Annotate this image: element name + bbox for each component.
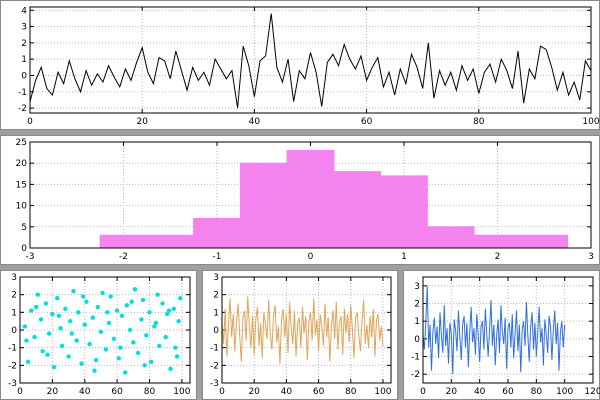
svg-text:2: 2 (21, 39, 27, 49)
svg-text:0: 0 (11, 326, 17, 336)
svg-text:80: 80 (345, 387, 357, 397)
svg-text:-1: -1 (18, 88, 27, 98)
svg-text:1: 1 (213, 308, 219, 318)
svg-text:0: 0 (17, 387, 23, 397)
svg-text:-3: -3 (26, 252, 35, 262)
svg-text:80: 80 (531, 387, 543, 397)
svg-text:100: 100 (374, 387, 391, 397)
scatter-chart: 0 20 40 60 80 100 -3 -2 -1 0 1 2 3 (8, 273, 191, 397)
svg-text:0: 0 (21, 244, 27, 254)
svg-text:1: 1 (401, 252, 407, 262)
svg-text:4: 4 (21, 6, 27, 16)
svg-text:20: 20 (446, 387, 458, 397)
svg-text:3: 3 (213, 273, 219, 283)
blue-line-chart: 0 20 40 60 80 100 120 -2 -1 0 1 2 3 (411, 276, 600, 397)
svg-text:10: 10 (16, 202, 28, 212)
svg-text:60: 60 (361, 117, 373, 127)
svg-text:3: 3 (21, 23, 27, 33)
panel-top-line-chart: 0 20 40 60 80 100 -2 -1 0 1 2 3 4 (0, 0, 600, 130)
svg-text:40: 40 (474, 387, 486, 397)
svg-text:-2: -2 (119, 252, 128, 262)
panel-scatter: 0 20 40 60 80 100 -3 -2 -1 0 1 2 3 (0, 270, 197, 400)
svg-text:1: 1 (21, 55, 27, 65)
svg-text:-1: -1 (411, 353, 420, 363)
svg-text:80: 80 (473, 117, 485, 127)
svg-text:60: 60 (111, 387, 123, 397)
svg-text:-2: -2 (18, 104, 27, 114)
svg-text:-1: -1 (8, 344, 17, 354)
svg-text:2: 2 (11, 291, 17, 301)
svg-text:3: 3 (588, 252, 594, 262)
svg-text:0: 0 (414, 335, 420, 345)
histogram-chart: -3 -2 -1 0 1 2 3 0 5 10 15 20 25 (16, 138, 594, 262)
svg-text:20: 20 (136, 117, 148, 127)
svg-text:3: 3 (11, 273, 17, 283)
svg-text:2: 2 (414, 300, 420, 310)
svg-text:20: 20 (248, 387, 260, 397)
svg-text:-2: -2 (411, 370, 420, 380)
svg-text:120: 120 (584, 387, 600, 397)
svg-text:0: 0 (219, 387, 225, 397)
svg-text:25: 25 (16, 138, 27, 148)
svg-text:-1: -1 (210, 344, 219, 354)
svg-text:0: 0 (21, 71, 27, 81)
svg-text:20: 20 (16, 159, 28, 169)
svg-text:1: 1 (414, 317, 420, 327)
svg-text:2: 2 (213, 291, 219, 301)
svg-text:100: 100 (173, 387, 190, 397)
svg-text:0: 0 (213, 326, 219, 336)
svg-text:0: 0 (27, 117, 33, 127)
svg-text:-3: -3 (210, 379, 219, 389)
svg-text:60: 60 (313, 387, 325, 397)
svg-text:40: 40 (281, 387, 293, 397)
svg-text:60: 60 (502, 387, 514, 397)
svg-text:2: 2 (495, 252, 501, 262)
svg-text:1: 1 (11, 308, 17, 318)
svg-text:-2: -2 (210, 361, 219, 371)
svg-text:0: 0 (420, 387, 426, 397)
panel-orange-line: 0 20 40 60 80 100 -3 -2 -1 0 1 2 3 (202, 270, 398, 400)
svg-text:5: 5 (21, 223, 27, 233)
svg-text:15: 15 (16, 180, 27, 190)
svg-text:-1: -1 (213, 252, 222, 262)
svg-text:40: 40 (249, 117, 261, 127)
panel-histogram: -3 -2 -1 0 1 2 3 0 5 10 15 20 25 (0, 135, 600, 265)
panel-blue-line: 0 20 40 60 80 100 120 -2 -1 0 1 2 3 (403, 270, 600, 400)
svg-text:100: 100 (556, 387, 573, 397)
svg-text:80: 80 (144, 387, 156, 397)
orange-line-chart: 0 20 40 60 80 100 -3 -2 -1 0 1 2 3 (210, 273, 392, 397)
svg-text:40: 40 (79, 387, 91, 397)
svg-text:0: 0 (308, 252, 314, 262)
noise-line-chart: 0 20 40 60 80 100 -2 -1 0 1 2 3 4 (18, 6, 600, 127)
svg-text:3: 3 (414, 282, 420, 292)
svg-text:20: 20 (47, 387, 59, 397)
svg-text:-3: -3 (8, 379, 17, 389)
svg-text:-2: -2 (8, 361, 17, 371)
svg-text:100: 100 (582, 117, 599, 127)
